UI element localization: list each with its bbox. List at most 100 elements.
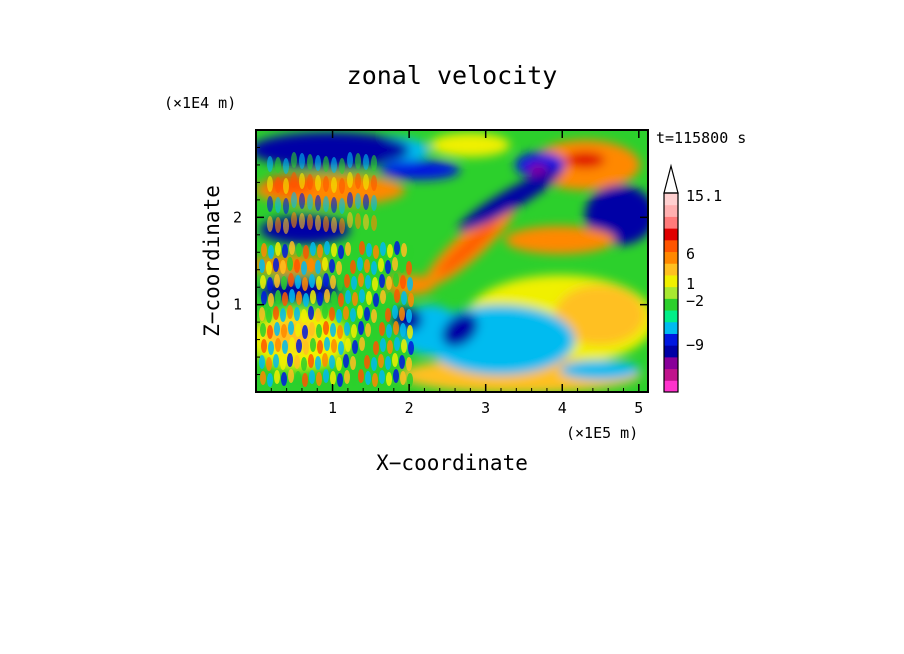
stripe-blob bbox=[267, 156, 273, 172]
stripe-blob bbox=[401, 291, 407, 305]
stripe-blob bbox=[301, 261, 307, 275]
blob bbox=[438, 220, 498, 276]
stripe-blob bbox=[289, 289, 295, 303]
stripe-blob bbox=[317, 292, 323, 306]
stripe-blob bbox=[315, 195, 321, 211]
stripe-blob bbox=[399, 355, 405, 369]
stripe-blob bbox=[386, 372, 392, 386]
stripe-blob bbox=[380, 338, 386, 352]
stripe-blob bbox=[371, 357, 377, 371]
y-axis-label: Z−coordinate bbox=[200, 185, 224, 337]
colorbar-swatch bbox=[664, 356, 678, 370]
stripe-blob bbox=[291, 172, 297, 188]
stripe-blob bbox=[266, 309, 272, 323]
stripe-blob bbox=[372, 277, 378, 291]
stripe-blob bbox=[267, 216, 273, 232]
x-axis-label: X−coordinate bbox=[376, 451, 528, 475]
stripe-blob bbox=[373, 293, 379, 307]
stripe-blob bbox=[355, 173, 361, 189]
stripe-blob bbox=[400, 323, 406, 337]
stripe-blob bbox=[307, 154, 313, 170]
chart-title: zonal velocity bbox=[347, 61, 558, 90]
stripe-blob bbox=[288, 369, 294, 383]
stripe-blob bbox=[273, 306, 279, 320]
stripe-blob bbox=[299, 173, 305, 189]
stripe-blob bbox=[267, 176, 273, 192]
stripe-blob bbox=[359, 337, 365, 351]
stripe-blob bbox=[338, 245, 344, 259]
stripe-blob bbox=[372, 325, 378, 339]
stripe-blob bbox=[266, 357, 272, 371]
stripe-blob bbox=[347, 172, 353, 188]
stripe-blob bbox=[280, 308, 286, 322]
stripe-blob bbox=[303, 245, 309, 259]
stripe-blob bbox=[268, 341, 274, 355]
stripe-blob bbox=[387, 340, 393, 354]
stripe-blob bbox=[392, 257, 398, 271]
stripe-blob bbox=[406, 261, 412, 275]
stripe-blob bbox=[401, 243, 407, 257]
stripe-blob bbox=[324, 241, 330, 255]
stripe-blob bbox=[274, 370, 280, 384]
stripe-blob bbox=[372, 373, 378, 387]
blob bbox=[430, 133, 510, 157]
colorbar-swatch bbox=[664, 380, 678, 393]
stripe-blob bbox=[317, 244, 323, 258]
blob bbox=[457, 168, 563, 232]
stripe-blob bbox=[283, 178, 289, 194]
stripe-blob bbox=[322, 353, 328, 367]
stripe-blob bbox=[364, 355, 370, 369]
stripe-blob bbox=[331, 217, 337, 233]
stripe-blob bbox=[392, 353, 398, 367]
stripe-blob bbox=[267, 373, 273, 387]
colorbar-label: 1 bbox=[686, 275, 695, 293]
stripe-blob bbox=[282, 292, 288, 306]
blob bbox=[256, 132, 410, 168]
stripe-blob bbox=[274, 322, 280, 336]
stripe-blob bbox=[323, 176, 329, 192]
stripe-blob bbox=[394, 337, 400, 351]
stripe-blob bbox=[308, 354, 314, 368]
stripe-blob bbox=[324, 337, 330, 351]
stripe-blob bbox=[275, 217, 281, 233]
stripe-blob bbox=[266, 261, 272, 275]
stripe-blob bbox=[408, 341, 414, 355]
colorbar-swatch bbox=[664, 263, 678, 276]
stripe-blob bbox=[406, 309, 412, 323]
stripe-blob bbox=[378, 258, 384, 272]
stripe-blob bbox=[351, 372, 357, 386]
stripe-blob bbox=[329, 259, 335, 273]
stripe-blob bbox=[378, 306, 384, 320]
stripe-blob bbox=[386, 324, 392, 338]
stripe-blob bbox=[259, 307, 265, 321]
stripe-blob bbox=[373, 245, 379, 259]
colorbar-label: 6 bbox=[686, 245, 695, 263]
stripe-blob bbox=[352, 292, 358, 306]
stripe-blob bbox=[302, 373, 308, 387]
stripe-blob bbox=[394, 289, 400, 303]
stripe-blob bbox=[310, 338, 316, 352]
blob bbox=[555, 285, 645, 345]
stripe-blob bbox=[281, 324, 287, 338]
colorbar-frame bbox=[663, 192, 679, 393]
stripe-blob bbox=[288, 273, 294, 287]
stripe-blob bbox=[275, 177, 281, 193]
stripe-blob bbox=[268, 245, 274, 259]
stripe-blob bbox=[302, 325, 308, 339]
stripe-blob bbox=[287, 257, 293, 271]
stripe-blob bbox=[299, 153, 305, 169]
stripe-blob bbox=[275, 197, 281, 213]
stripe-blob bbox=[357, 305, 363, 319]
stripe-blob bbox=[267, 325, 273, 339]
stripe-blob bbox=[378, 354, 384, 368]
stripe-blob bbox=[351, 324, 357, 338]
y-tick-label: 2 bbox=[233, 208, 242, 226]
stripe-blob bbox=[350, 356, 356, 370]
stripe-blob bbox=[291, 212, 297, 228]
stripe-blob bbox=[289, 337, 295, 351]
stripe-blob bbox=[393, 273, 399, 287]
stripe-blob bbox=[371, 155, 377, 171]
stripe-blob bbox=[260, 323, 266, 337]
colorbar-swatch bbox=[664, 274, 678, 288]
stripe-blob bbox=[309, 274, 315, 288]
